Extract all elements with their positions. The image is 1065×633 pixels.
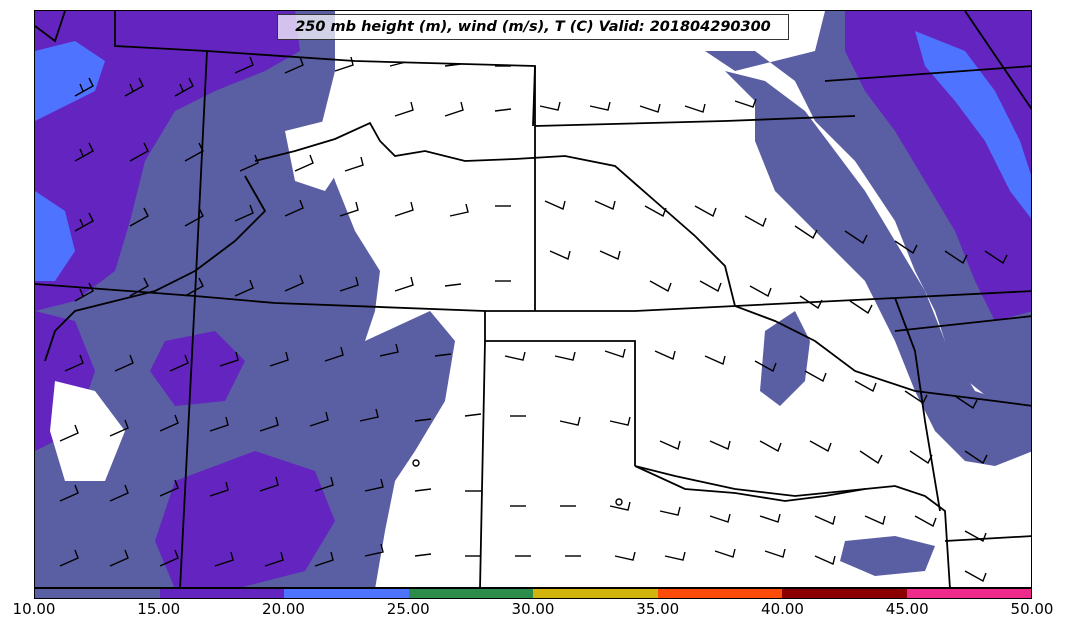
border-ne-ks xyxy=(534,115,856,127)
shade-west-10-15b xyxy=(255,301,370,401)
shade-west-15-20 xyxy=(35,11,300,311)
river-ks xyxy=(44,175,267,362)
shade-mid-15-20 xyxy=(150,331,245,406)
shade-gap-1 xyxy=(50,381,125,481)
colorbar-tick-label: 10.00 xyxy=(12,600,56,618)
wind-barb-row xyxy=(74,56,511,97)
border-ut-west xyxy=(179,50,208,587)
state-borders xyxy=(35,11,1031,587)
wind-barb-row xyxy=(74,98,757,172)
border-mo-north xyxy=(824,65,1031,82)
border-ia xyxy=(894,315,1031,332)
wind-barb-row xyxy=(59,476,987,543)
shade-south-15-20 xyxy=(155,451,335,587)
river-platte xyxy=(254,121,1031,407)
colorbar-tick-label: 40.00 xyxy=(761,600,804,618)
shade-gap-2 xyxy=(285,121,345,191)
border-nm-tx xyxy=(479,340,486,587)
colorbar-segment xyxy=(159,589,284,598)
border-ks-east xyxy=(894,297,941,512)
calm-circle xyxy=(615,498,623,506)
colorbar-segment xyxy=(533,589,658,598)
border-ne-corner xyxy=(964,11,1031,110)
map-panel xyxy=(34,10,1032,588)
wind-barbs xyxy=(59,56,1008,583)
wind-barb-row xyxy=(59,408,988,465)
colorbar-segment xyxy=(657,589,782,598)
calm-circle xyxy=(412,459,420,467)
colorbar-tick-label: 50.00 xyxy=(1010,600,1054,618)
colorbar-tick-label: 20.00 xyxy=(262,600,305,618)
colorbar-segment xyxy=(35,589,160,598)
river-red xyxy=(634,465,866,502)
colorbar-segment xyxy=(906,589,1031,598)
border-ar xyxy=(944,535,1031,542)
colorbar-tick-label: 15.00 xyxy=(137,600,181,618)
shade-east-20-25 xyxy=(915,31,1031,219)
shade-nw-20-25 xyxy=(35,41,105,121)
wind-barb-row xyxy=(59,543,987,583)
border-nw xyxy=(35,11,66,43)
shade-nw2-20-25 xyxy=(35,191,75,281)
border-co-ok xyxy=(484,311,636,466)
shade-se-10-15 xyxy=(840,536,935,576)
shade-east-10-15c xyxy=(760,311,810,406)
colorbar-tick-label: 45.00 xyxy=(885,600,929,618)
map-title: 250 mb height (m), wind (m/s), T (C) Val… xyxy=(277,14,789,40)
shade-east-10-15b xyxy=(725,71,1031,466)
wind-speed-map xyxy=(35,11,1031,587)
border-co-north xyxy=(114,11,536,311)
colorbar-segment xyxy=(284,589,409,598)
colorbar xyxy=(34,588,1032,599)
colorbar-tick-label: 35.00 xyxy=(636,600,680,618)
wind-barb-row xyxy=(74,199,1008,265)
wind-barb-row xyxy=(74,250,873,315)
colorbar-segment xyxy=(408,589,533,598)
border-ne-north xyxy=(532,65,536,127)
colorbar-tick-label: 25.00 xyxy=(386,600,430,618)
colorbar-segment xyxy=(782,589,907,598)
wind-barb-row xyxy=(64,343,978,410)
colorbar-tick-label: 30.00 xyxy=(511,600,555,618)
